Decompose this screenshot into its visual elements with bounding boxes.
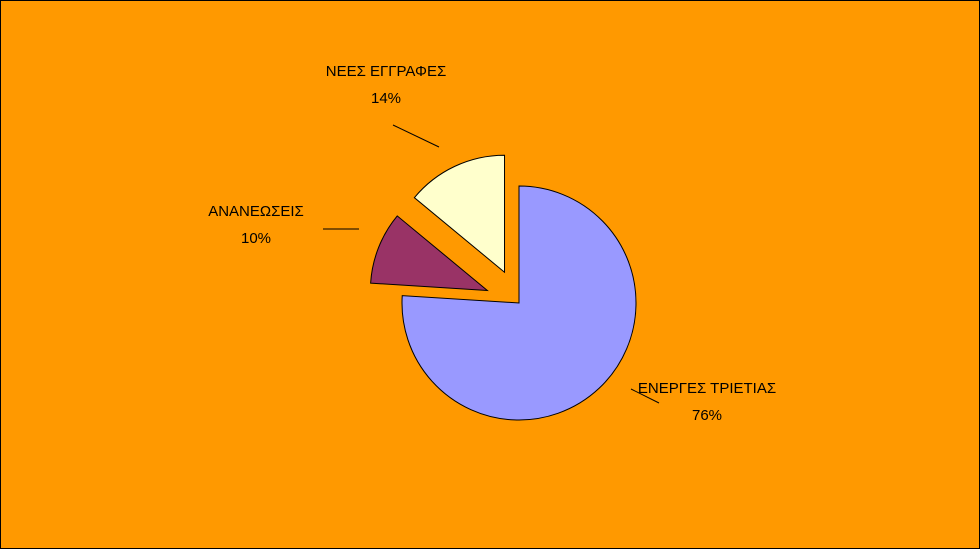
pie-slice-0 [401, 185, 637, 421]
slice-value-label-0: 76% [692, 407, 722, 424]
slice-value-label-2: 14% [371, 90, 401, 107]
leader-line-0 [630, 388, 660, 404]
slice-label-0: ΕΝΕΡΓΕΣ ΤΡΙΕΤΙΑΣ [638, 380, 776, 397]
pie-slice-1 [370, 215, 489, 292]
slice-label-1: ΑΝΑΝΕΩΣΕΙΣ [208, 203, 304, 220]
pie-slice-2 [413, 154, 506, 274]
leader-line-2 [392, 124, 440, 148]
slice-label-2: ΝΕΕΣ ΕΓΓΡΑΦΕΣ [326, 63, 447, 80]
slice-value-label-1: 10% [241, 230, 271, 247]
